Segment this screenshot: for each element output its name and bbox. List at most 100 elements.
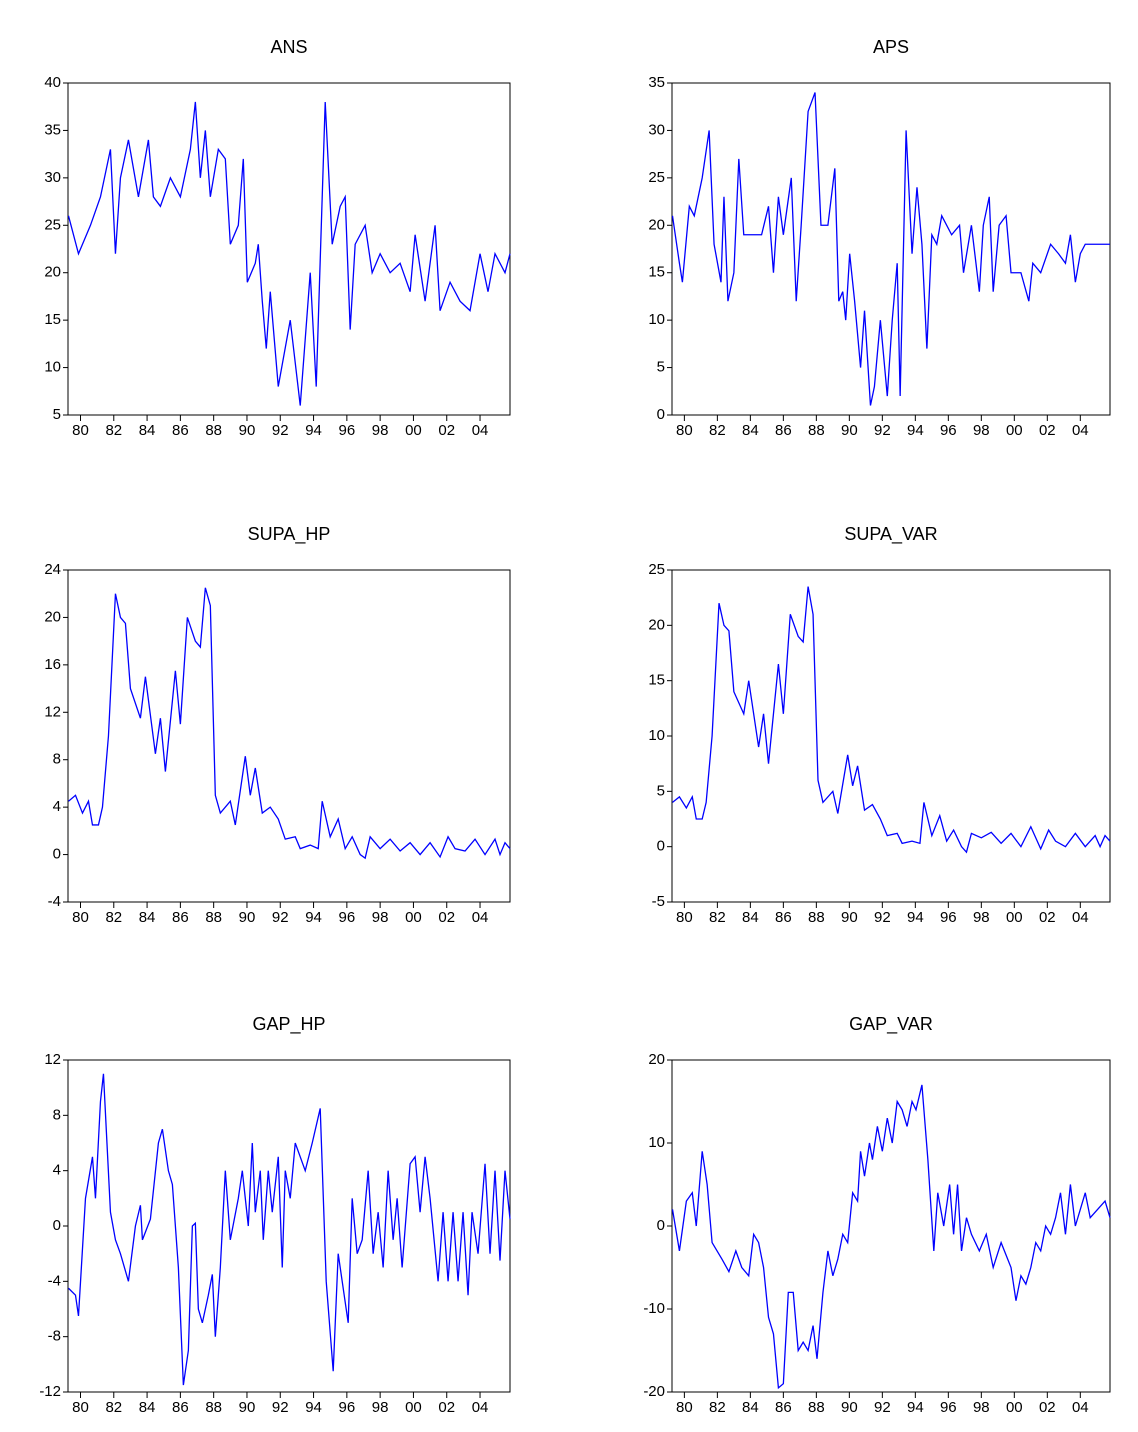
x-tick-label: 84 bbox=[742, 909, 759, 926]
y-tick-label: -5 bbox=[652, 893, 665, 910]
x-tick-label: 04 bbox=[472, 422, 489, 439]
chart-title: GAP_VAR bbox=[849, 1014, 933, 1035]
x-tick-label: 04 bbox=[472, 909, 489, 926]
x-tick-label: 98 bbox=[372, 1399, 389, 1416]
x-tick-label: 90 bbox=[239, 1399, 256, 1416]
x-tick-label: 96 bbox=[339, 1399, 356, 1416]
x-tick-label: 98 bbox=[973, 909, 990, 926]
x-tick-label: 82 bbox=[709, 1399, 726, 1416]
y-tick-label: 8 bbox=[53, 751, 61, 768]
x-tick-label: 92 bbox=[272, 422, 289, 439]
x-tick-label: 90 bbox=[239, 909, 256, 926]
y-tick-label: 10 bbox=[44, 359, 61, 376]
data-line bbox=[671, 1084, 1111, 1390]
y-tick-label: 8 bbox=[53, 1106, 61, 1123]
x-tick-label: 90 bbox=[841, 909, 858, 926]
x-tick-label: 84 bbox=[139, 909, 156, 926]
x-tick-label: 00 bbox=[405, 1399, 422, 1416]
y-tick-label: 35 bbox=[44, 121, 61, 138]
y-tick-label: -4 bbox=[48, 1272, 61, 1289]
chart-title: ANS bbox=[270, 37, 307, 57]
x-tick-label: 80 bbox=[72, 1399, 89, 1416]
x-tick-label: 90 bbox=[239, 422, 256, 439]
y-tick-label: 0 bbox=[657, 406, 665, 423]
x-tick-label: 82 bbox=[105, 1399, 122, 1416]
x-tick-label: 02 bbox=[438, 1399, 455, 1416]
y-tick-label: 10 bbox=[648, 311, 665, 328]
x-tick-label: 94 bbox=[907, 1399, 924, 1416]
plot-frame bbox=[671, 569, 1111, 903]
y-tick-label: 20 bbox=[648, 1051, 665, 1068]
data-line bbox=[67, 101, 511, 406]
x-tick-label: 92 bbox=[272, 1399, 289, 1416]
y-tick-label: 4 bbox=[53, 798, 61, 815]
y-tick-label: -4 bbox=[48, 893, 61, 910]
y-tick-label: -8 bbox=[48, 1328, 61, 1345]
y-tick-label: 20 bbox=[648, 216, 665, 233]
y-tick-label: 30 bbox=[44, 169, 61, 186]
x-tick-label: 96 bbox=[940, 1399, 957, 1416]
y-tick-label: 24 bbox=[44, 561, 61, 578]
x-tick-label: 92 bbox=[874, 909, 891, 926]
y-tick-label: 10 bbox=[648, 1134, 665, 1151]
x-tick-label: 02 bbox=[1039, 422, 1056, 439]
x-tick-label: 00 bbox=[1006, 1399, 1023, 1416]
x-tick-label: 94 bbox=[305, 1399, 322, 1416]
x-tick-label: 02 bbox=[438, 909, 455, 926]
x-tick-label: 80 bbox=[676, 422, 693, 439]
x-tick-label: 92 bbox=[874, 422, 891, 439]
y-tick-label: 0 bbox=[53, 846, 61, 863]
x-tick-label: 80 bbox=[676, 909, 693, 926]
data-line bbox=[68, 587, 511, 860]
x-tick-label: 82 bbox=[709, 422, 726, 439]
plot-frame bbox=[67, 82, 511, 416]
x-tick-label: 94 bbox=[907, 909, 924, 926]
chart-title: SUPA_VAR bbox=[844, 524, 937, 545]
y-tick-label: -12 bbox=[39, 1383, 61, 1400]
plot-frame bbox=[671, 82, 1111, 416]
y-tick-label: -10 bbox=[643, 1300, 665, 1317]
x-tick-label: 88 bbox=[205, 1399, 222, 1416]
y-tick-label: 40 bbox=[44, 74, 61, 91]
x-tick-label: 84 bbox=[139, 422, 156, 439]
x-tick-label: 88 bbox=[205, 422, 222, 439]
chart-title: SUPA_HP bbox=[248, 524, 331, 545]
y-tick-label: 5 bbox=[657, 359, 665, 376]
x-tick-label: 80 bbox=[72, 422, 89, 439]
y-tick-label: 10 bbox=[648, 727, 665, 744]
x-tick-label: 90 bbox=[841, 422, 858, 439]
x-tick-label: 96 bbox=[940, 422, 957, 439]
x-tick-label: 02 bbox=[1039, 909, 1056, 926]
y-tick-label: -20 bbox=[643, 1383, 665, 1400]
x-tick-label: 00 bbox=[405, 909, 422, 926]
x-tick-label: 00 bbox=[405, 422, 422, 439]
x-tick-label: 80 bbox=[72, 909, 89, 926]
x-tick-label: 86 bbox=[775, 909, 792, 926]
x-tick-label: 04 bbox=[472, 1399, 489, 1416]
x-tick-label: 86 bbox=[172, 422, 189, 439]
x-tick-label: 00 bbox=[1006, 909, 1023, 926]
y-tick-label: 25 bbox=[648, 561, 665, 578]
x-tick-label: 88 bbox=[808, 422, 825, 439]
x-tick-label: 98 bbox=[372, 909, 389, 926]
y-tick-label: 0 bbox=[657, 1217, 665, 1234]
y-tick-label: 15 bbox=[648, 672, 665, 689]
y-tick-label: 5 bbox=[53, 406, 61, 423]
data-line bbox=[672, 586, 1111, 854]
y-tick-label: 25 bbox=[648, 169, 665, 186]
y-tick-label: 0 bbox=[657, 838, 665, 855]
y-tick-label: 20 bbox=[44, 264, 61, 281]
x-tick-label: 86 bbox=[775, 1399, 792, 1416]
y-tick-label: 5 bbox=[657, 782, 665, 799]
x-tick-label: 92 bbox=[874, 1399, 891, 1416]
x-tick-label: 88 bbox=[205, 909, 222, 926]
x-tick-label: 92 bbox=[272, 909, 289, 926]
chart-title: APS bbox=[873, 37, 909, 57]
y-tick-label: 30 bbox=[648, 121, 665, 138]
plot-frame bbox=[67, 569, 511, 903]
x-tick-label: 94 bbox=[305, 422, 322, 439]
x-tick-label: 80 bbox=[676, 1399, 693, 1416]
y-tick-label: 4 bbox=[53, 1162, 61, 1179]
